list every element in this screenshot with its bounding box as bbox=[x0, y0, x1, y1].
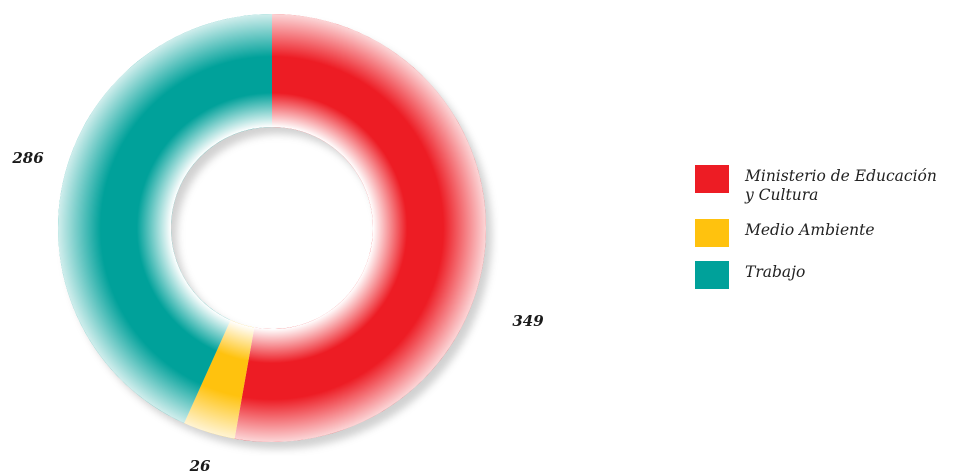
donut-glow bbox=[58, 14, 486, 442]
data-label-ministerio-educacion-cultura: 349 bbox=[512, 312, 544, 330]
legend-item-ministerio-educacion-cultura: Ministerio de Educación y Cultura bbox=[695, 165, 957, 205]
legend-label-line: Medio Ambiente bbox=[745, 221, 875, 240]
legend-swatch bbox=[695, 261, 729, 289]
legend-label-line: Trabajo bbox=[745, 263, 805, 282]
legend-label-line: y Cultura bbox=[745, 186, 937, 205]
legend-label: Ministerio de Educación y Cultura bbox=[745, 165, 937, 205]
data-label-trabajo: 286 bbox=[11, 149, 44, 167]
legend-swatch bbox=[695, 165, 729, 193]
legend-label-line: Ministerio de Educación bbox=[745, 167, 937, 186]
legend-label: Trabajo bbox=[745, 261, 805, 282]
legend-item-medio-ambiente: Medio Ambiente bbox=[695, 219, 957, 247]
legend-swatch bbox=[695, 219, 729, 247]
data-label-medio-ambiente: 26 bbox=[189, 457, 211, 474]
legend-label: Medio Ambiente bbox=[745, 219, 875, 240]
legend: Ministerio de Educación y Cultura Medio Am… bbox=[695, 165, 957, 303]
legend-item-trabajo: Trabajo bbox=[695, 261, 957, 289]
donut-glow-overlay bbox=[58, 14, 486, 442]
